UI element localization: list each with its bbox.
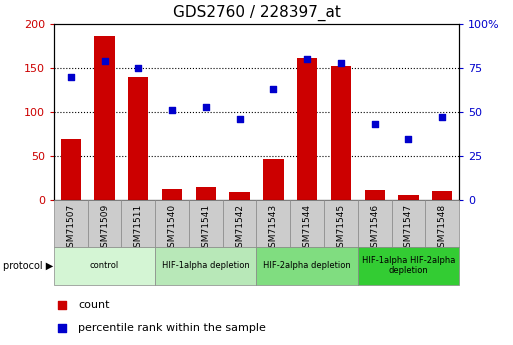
Bar <box>94 36 114 200</box>
Bar <box>54 247 155 285</box>
Point <box>438 115 446 120</box>
Bar <box>155 200 189 247</box>
Bar <box>324 200 358 247</box>
Title: GDS2760 / 228397_at: GDS2760 / 228397_at <box>172 5 341 21</box>
Text: GSM71543: GSM71543 <box>269 204 278 253</box>
Text: HIF-1alpha HIF-2alpha
depletion: HIF-1alpha HIF-2alpha depletion <box>362 256 455 275</box>
Text: GSM71507: GSM71507 <box>66 204 75 253</box>
Text: GSM71545: GSM71545 <box>337 204 345 253</box>
Point <box>404 136 412 141</box>
Text: HIF-2alpha depletion: HIF-2alpha depletion <box>263 261 351 270</box>
Bar <box>425 200 459 247</box>
Text: GSM71548: GSM71548 <box>438 204 447 253</box>
Text: GSM71544: GSM71544 <box>303 204 312 253</box>
Bar <box>256 200 290 247</box>
Point <box>58 325 66 331</box>
Bar <box>358 247 459 285</box>
Text: count: count <box>78 299 110 309</box>
Bar <box>195 187 216 200</box>
Point <box>337 60 345 66</box>
Bar <box>88 200 122 247</box>
Bar <box>256 247 358 285</box>
Point <box>370 122 379 127</box>
Bar <box>391 200 425 247</box>
Text: GSM71547: GSM71547 <box>404 204 413 253</box>
Bar <box>358 200 391 247</box>
Point <box>101 58 109 64</box>
Text: GSM71540: GSM71540 <box>168 204 176 253</box>
Bar <box>189 200 223 247</box>
Point <box>58 302 66 307</box>
Bar <box>229 192 250 200</box>
Bar <box>223 200 256 247</box>
Bar <box>297 58 317 200</box>
Bar <box>128 77 148 200</box>
Point <box>202 104 210 110</box>
Point <box>168 108 176 113</box>
Bar <box>162 189 182 200</box>
Text: GSM71546: GSM71546 <box>370 204 379 253</box>
Point <box>269 87 278 92</box>
Bar <box>122 200 155 247</box>
Bar <box>432 191 452 200</box>
Bar <box>365 190 385 200</box>
Text: control: control <box>90 261 119 270</box>
Point <box>134 66 143 71</box>
Bar <box>155 247 256 285</box>
Text: GSM71541: GSM71541 <box>201 204 210 253</box>
Text: GSM71542: GSM71542 <box>235 204 244 253</box>
Point <box>303 57 311 62</box>
Bar <box>331 66 351 200</box>
Text: GSM71511: GSM71511 <box>134 204 143 253</box>
Bar <box>61 139 81 200</box>
Text: GSM71509: GSM71509 <box>100 204 109 253</box>
Point <box>67 74 75 80</box>
Text: protocol ▶: protocol ▶ <box>3 261 53 270</box>
Text: percentile rank within the sample: percentile rank within the sample <box>78 323 266 333</box>
Bar <box>54 200 88 247</box>
Bar <box>398 195 419 200</box>
Text: HIF-1alpha depletion: HIF-1alpha depletion <box>162 261 250 270</box>
Point <box>235 116 244 122</box>
Bar <box>290 200 324 247</box>
Bar <box>263 159 284 200</box>
